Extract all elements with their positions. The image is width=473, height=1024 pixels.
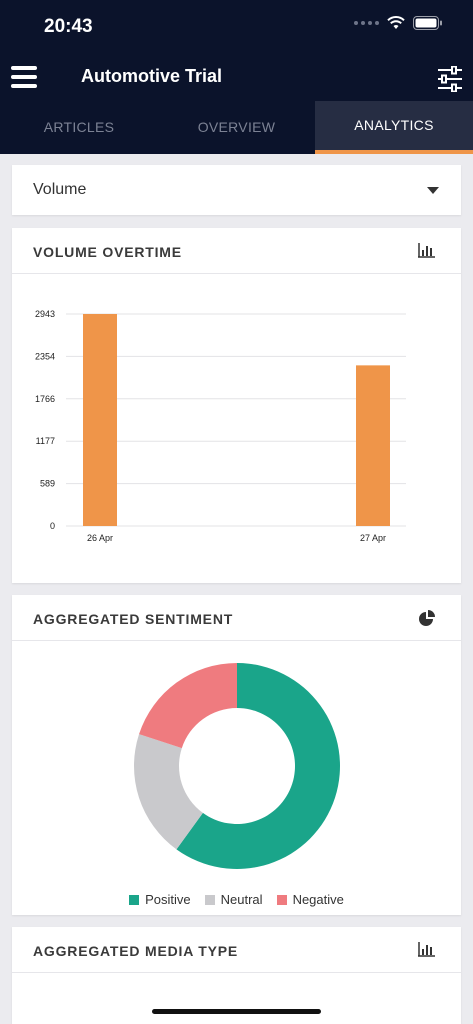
filter-settings-icon[interactable] xyxy=(437,66,463,92)
status-indicators xyxy=(354,16,443,30)
tab-overview[interactable]: OVERVIEW xyxy=(197,119,276,135)
volume-card-title: VOLUME OVERTIME xyxy=(33,244,182,260)
legend-negative[interactable]: Negative xyxy=(276,892,344,907)
battery-icon xyxy=(413,16,442,30)
x-tick-label: 27 Apr xyxy=(360,533,386,543)
legend-positive-swatch xyxy=(129,894,140,905)
page-title: Automotive Trial xyxy=(81,66,223,86)
bar-chart-icon[interactable] xyxy=(418,942,435,957)
metric-select-value: Volume xyxy=(33,181,87,198)
wifi-icon xyxy=(387,16,405,29)
app-header: 20:43 Automotive Trial ARTICLES OVERVIEW… xyxy=(0,0,473,154)
legend-negative-swatch xyxy=(276,894,287,905)
bar xyxy=(356,365,390,526)
pie-slice-neutral xyxy=(134,734,203,850)
sentiment-card: AGGREGATED SENTIMENT Positive Neutral Ne… xyxy=(12,595,461,915)
legend-positive-label: Positive xyxy=(145,892,191,907)
sentiment-card-header: AGGREGATED SENTIMENT xyxy=(12,595,461,641)
sentiment-card-title: AGGREGATED SENTIMENT xyxy=(33,611,234,627)
legend-neutral-swatch xyxy=(204,894,215,905)
volume-card: VOLUME OVERTIME 0 589 1177 1766 2354 2943 26 A… xyxy=(12,228,461,583)
volume-card-header: VOLUME OVERTIME xyxy=(12,228,461,274)
pie-slice-positive xyxy=(176,663,340,869)
signal-icon xyxy=(354,21,379,25)
y-tick-label: 0 xyxy=(50,521,55,531)
x-tick-label: 26 Apr xyxy=(87,533,113,543)
metric-select[interactable]: Volume xyxy=(12,165,461,215)
sentiment-legend: Positive Neutral Negative xyxy=(12,892,461,907)
pie-slice-negative xyxy=(139,663,237,749)
legend-neutral[interactable]: Neutral xyxy=(204,892,263,907)
volume-bar-chart: 0 589 1177 1766 2354 2943 26 Apr 27 Apr xyxy=(35,309,406,543)
media-card-title: AGGREGATED MEDIA TYPE xyxy=(33,943,239,959)
bar-chart-icon[interactable] xyxy=(418,243,435,258)
caret-down-icon xyxy=(427,187,439,194)
y-tick-label: 2354 xyxy=(35,351,55,361)
legend-positive[interactable]: Positive xyxy=(129,892,191,907)
legend-negative-label: Negative xyxy=(292,892,344,907)
media-type-card: AGGREGATED MEDIA TYPE xyxy=(12,927,461,1024)
y-tick-label: 589 xyxy=(40,479,55,489)
status-time: 20:43 xyxy=(44,16,93,37)
media-card-header: AGGREGATED MEDIA TYPE xyxy=(12,927,461,973)
tab-analytics[interactable]: ANALYTICS xyxy=(315,101,473,154)
bar xyxy=(83,314,117,526)
y-tick-label: 1766 xyxy=(35,394,55,404)
sentiment-donut-chart xyxy=(134,663,340,869)
tab-bar: ARTICLES OVERVIEW ANALYTICS xyxy=(0,101,473,154)
tab-articles[interactable]: ARTICLES xyxy=(43,119,115,135)
y-tick-label: 1177 xyxy=(36,436,55,446)
hamburger-menu-icon[interactable] xyxy=(11,66,37,88)
legend-neutral-label: Neutral xyxy=(220,892,263,907)
y-tick-label: 2943 xyxy=(35,309,55,319)
home-indicator[interactable] xyxy=(152,1009,321,1014)
pie-chart-icon[interactable] xyxy=(418,610,435,627)
